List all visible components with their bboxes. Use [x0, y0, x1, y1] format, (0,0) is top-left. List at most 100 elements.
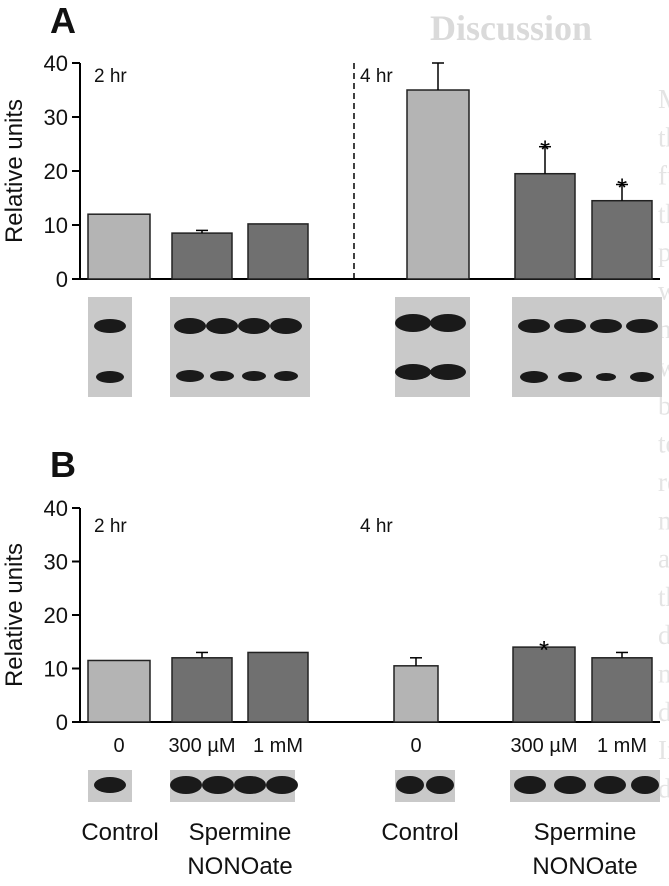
- blot-band: [626, 319, 658, 333]
- blot-band: [558, 372, 582, 382]
- bg-text-line: decreases occurred after longer exposure…: [658, 697, 669, 727]
- y-tick-label: 10: [44, 213, 68, 238]
- panel-A: A 0 10 20 30 40 Relative units 2 hr 4 hr * *: [1, 0, 660, 292]
- category-label: Control: [81, 819, 158, 846]
- bg-text-line: dehydrogenase subunit 1 were observed: [658, 620, 669, 650]
- blot-band: [176, 370, 204, 382]
- blot-a1: [88, 297, 132, 397]
- blot-b3: [395, 770, 455, 802]
- time-label: 2 hr: [94, 516, 127, 537]
- blot-band: [630, 372, 654, 382]
- bg-text-line: report that two mitochondrial genes are: [658, 467, 669, 497]
- blot-a2: [170, 297, 310, 397]
- blot-band: [426, 776, 454, 794]
- y-axis-label: Relative units: [1, 543, 28, 687]
- blot-band: [430, 314, 466, 332]
- bg-text-line: the expression of 16S rRNA and NADH: [658, 582, 669, 612]
- bg-text-line: whose expression may be modulated by: [658, 276, 669, 306]
- significance-marker: *: [540, 135, 550, 165]
- y-tick-label: 20: [44, 159, 68, 184]
- bar: [591, 657, 653, 723]
- blot-a3: [395, 297, 470, 397]
- dose-label: 300 µM: [168, 735, 235, 757]
- significance-marker: *: [539, 635, 549, 665]
- dose-label: 300 µM: [510, 735, 577, 757]
- blot-band: [238, 318, 270, 334]
- bg-text-line: by these agents are similar after exposu…: [658, 390, 669, 420]
- bar: [87, 659, 151, 723]
- category-label: Control: [381, 819, 458, 846]
- blot-band: [631, 776, 659, 794]
- y-tick-label: 0: [56, 267, 68, 292]
- blot-band: [274, 371, 298, 381]
- bg-text-line: function as well as to the adaptation of: [658, 161, 669, 191]
- blot-band: [396, 776, 424, 794]
- bar: [171, 232, 233, 280]
- blot-band: [96, 371, 124, 383]
- bar: [406, 89, 470, 280]
- category-label: Spermine NONOate: [532, 819, 637, 880]
- bg-text-line: the organism to oxidant stress. In the: [658, 199, 669, 229]
- bg-text-line: mediated by ·NO or NO donors, while: [658, 659, 669, 689]
- bg-text-line: Modulation of gene expression is critica…: [658, 84, 669, 114]
- bg-text-line: present study, we sought to identify mRN…: [658, 237, 669, 267]
- y-tick-label: 20: [44, 603, 68, 628]
- blot-band: [518, 319, 550, 333]
- panel-B: B 0 10 20 30 40 Relative units 2 hr 4 hr 0 300 µM 1…: [1, 444, 660, 757]
- blot-band: [266, 776, 298, 794]
- panel-letter-A: A: [50, 0, 76, 41]
- blot-band: [94, 319, 126, 333]
- bar: [247, 651, 309, 723]
- bg-text-line: to NO. Using differential mRNA display, …: [658, 429, 669, 459]
- y-tick-label: 30: [44, 105, 68, 130]
- blot-band: [395, 314, 431, 332]
- blot-b2: [170, 770, 298, 802]
- blot-band: [594, 776, 626, 794]
- bar: [87, 213, 151, 280]
- y-tick-label: 40: [44, 51, 68, 76]
- y-axis-label: Relative units: [1, 99, 28, 243]
- bar: [591, 199, 653, 280]
- time-label: 4 hr: [360, 516, 393, 537]
- bar: [512, 646, 576, 723]
- bg-text-line: dehydrogenase is dependent on exposure: [658, 773, 669, 803]
- blot-band: [202, 776, 234, 794]
- y-tick-label: 40: [44, 496, 68, 521]
- y-tick-label: 0: [56, 710, 68, 735]
- dose-label: 0: [410, 735, 421, 757]
- blot-band: [520, 371, 548, 383]
- time-label: 2 hr: [94, 66, 127, 87]
- blot-band: [554, 776, 586, 794]
- bar: [171, 657, 233, 723]
- significance-marker: *: [617, 173, 627, 203]
- blot-band: [242, 371, 266, 381]
- blot-band: [596, 373, 616, 381]
- blot-band: [270, 318, 302, 334]
- y-tick-label: 10: [44, 657, 68, 682]
- bg-text-line: Increased mRNA expression of NADH: [658, 735, 669, 765]
- dose-label: 1 mM: [597, 735, 647, 757]
- blot-band: [174, 318, 206, 334]
- blot-b1: [88, 770, 132, 802]
- blot-background: [395, 297, 470, 397]
- blot-band: [395, 364, 431, 380]
- bg-text-line: modulated following exposure to H2O2,: [658, 505, 669, 535]
- category-label: Spermine NONOate: [187, 819, 292, 880]
- blot-band: [590, 319, 622, 333]
- bar: [514, 172, 576, 280]
- bg-text-line: whether gene expression patterns induced: [658, 352, 669, 382]
- blot-band: [514, 776, 546, 794]
- bg-text-line: nitric oxide in the lung and to determin…: [658, 314, 669, 344]
- dose-label: 0: [113, 735, 124, 757]
- dose-label: 1 mM: [253, 735, 303, 757]
- panel-letter-B: B: [50, 444, 76, 485]
- blot-band: [554, 319, 586, 333]
- blot-band: [170, 776, 202, 794]
- bg-text-line: the maintenance of normal physiology: [658, 122, 669, 152]
- blot-band: [210, 371, 234, 381]
- bar: [393, 665, 439, 723]
- blot-band: [206, 318, 238, 334]
- blot-band: [234, 776, 266, 794]
- y-tick-label: 30: [44, 550, 68, 575]
